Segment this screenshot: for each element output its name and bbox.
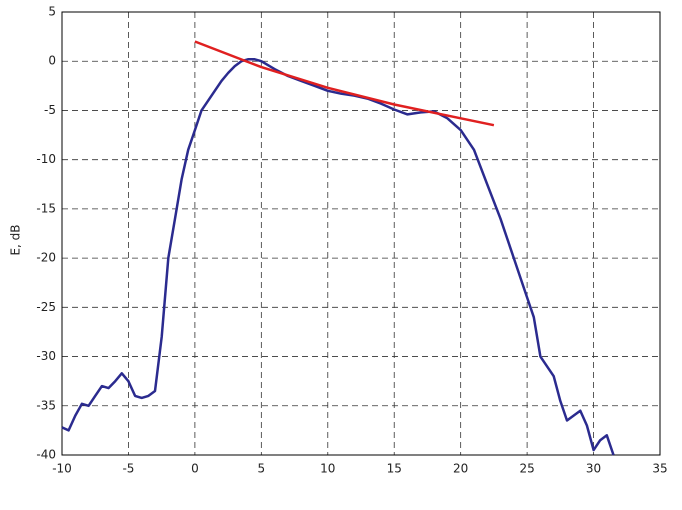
x-tick-label: -10 [52,462,72,476]
y-tick-label: -10 [36,152,56,166]
x-tick-label: 20 [453,462,468,476]
y-tick-label: -15 [36,201,56,215]
x-tick-label: 15 [387,462,402,476]
x-tick-label: 0 [191,462,199,476]
x-tick-label: -5 [122,462,134,476]
x-tick-label: 25 [519,462,534,476]
plot-frame [62,12,660,455]
y-tick-label: -40 [36,448,56,462]
data-line [195,42,494,126]
x-tick-label: 10 [320,462,335,476]
y-axis-label: E, dB [9,224,23,255]
chart: E, dB -40 -35 -30 -25 -20 -15 -10 -5 0 5 -10 -5 0 5 10… [0,0,682,510]
data-line [62,59,614,455]
y-tick-label: -5 [44,103,56,117]
y-tick-label: 0 [48,54,56,68]
y-tick-label: -30 [36,349,56,363]
x-tick-label: 35 [652,462,667,476]
x-tick-label: 5 [258,462,266,476]
x-tick-label: 30 [586,462,601,476]
y-tick-label: -35 [36,398,56,412]
y-tick-label: -25 [36,300,56,314]
y-tick-label: -20 [36,251,56,265]
y-tick-label: 5 [48,5,56,19]
